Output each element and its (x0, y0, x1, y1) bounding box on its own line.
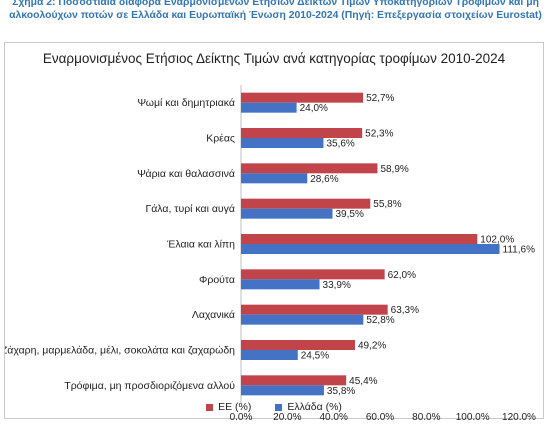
bar-eu (241, 163, 378, 174)
value-label-eu: 62,0% (388, 270, 416, 281)
x-tick-label: 80,0% (412, 412, 440, 420)
value-label-eu: 63,3% (391, 305, 419, 316)
category-label: Κρέας (206, 133, 235, 145)
bar-greece (241, 279, 320, 290)
value-label-eu: 102,0% (480, 235, 514, 246)
value-label-eu: 58,9% (380, 164, 408, 175)
bar-eu (241, 234, 478, 244)
value-label-greece: 52,8% (366, 315, 394, 326)
bar-greece (241, 208, 333, 219)
chart-title: Εναρμονισμένος Ετήσιος Δείκτης Τιμών ανά… (42, 51, 506, 66)
bar-greece (241, 138, 324, 148)
value-label-greece: 35,6% (326, 139, 354, 150)
legend-item-greece: Ελλάδα (%) (275, 401, 342, 413)
category-label: Ψάρια και θαλασσινά (137, 168, 235, 180)
bar-eu (241, 128, 363, 138)
category-label: Ψωμί και δημητριακά (137, 97, 235, 109)
legend-label-eu: ΕΕ (%) (218, 401, 252, 413)
category-label: Τρόφιμα, μη προσδιοριζόμενα αλλού (64, 380, 235, 392)
x-tick-label: 60,0% (366, 412, 394, 420)
bar-eu (241, 340, 355, 350)
bar-eu (241, 198, 371, 209)
value-label-greece: 39,5% (336, 209, 364, 220)
value-label-greece: 24,5% (301, 351, 329, 362)
figure-caption-text: Σχήμα 2: Ποσοστιαία διαφορά Εναρμονισμέν… (9, 0, 542, 21)
legend-swatch-eu (206, 403, 214, 411)
bar-greece (241, 350, 298, 360)
value-label-eu: 45,4% (349, 376, 377, 387)
bar-eu (241, 304, 388, 315)
category-label: Έλαια και λίπη (166, 239, 235, 251)
value-label-greece: 111,6% (503, 245, 536, 256)
chart-container: Εναρμονισμένος Ετήσιος Δείκτης Τιμών ανά… (4, 42, 544, 420)
x-tick-label: 40,0% (319, 412, 347, 420)
value-label-eu: 55,8% (373, 199, 401, 210)
legend-label-greece: Ελλάδα (%) (287, 401, 342, 413)
value-label-greece: 33,9% (323, 280, 351, 291)
bar-greece (241, 385, 324, 396)
value-label-greece: 35,8% (327, 386, 355, 397)
bar-eu (241, 269, 385, 280)
bar-eu (241, 375, 347, 386)
legend: ΕΕ (%) Ελλάδα (%) (5, 401, 543, 413)
value-label-greece: 28,6% (310, 174, 338, 185)
bar-eu (241, 92, 364, 103)
x-tick-label: 20,0% (273, 412, 301, 420)
bar-greece (241, 314, 364, 325)
x-tick-label: 120,0% (502, 412, 536, 420)
category-label: Ζάχαρη, μαρμελάδα, μέλι, σοκολάτα και ζα… (5, 345, 235, 357)
category-label: Λαχανικά (192, 309, 235, 321)
bar-greece (241, 244, 500, 254)
bar-chart: Ψωμί και δημητριακά 52,7% 24,0% Κρέας 52,3% 3… (5, 85, 536, 420)
legend-item-eu: ΕΕ (%) (206, 401, 251, 413)
category-label: Φρούτα (199, 274, 235, 286)
figure-caption: Σχήμα 2: Ποσοστιαία διαφορά Εναρμονισμέν… (0, 0, 551, 42)
bar-greece (241, 173, 308, 184)
value-label-eu: 49,2% (358, 341, 386, 352)
x-tick-label: 0,0% (230, 412, 253, 420)
value-label-eu: 52,7% (366, 93, 394, 104)
category-label: Γάλα, τυρί και αυγά (145, 203, 235, 215)
bar-greece (241, 102, 297, 113)
legend-swatch-greece (275, 403, 283, 411)
value-label-eu: 52,3% (365, 129, 393, 140)
value-label-greece: 24,0% (300, 103, 328, 114)
x-tick-label: 100,0% (456, 412, 490, 420)
